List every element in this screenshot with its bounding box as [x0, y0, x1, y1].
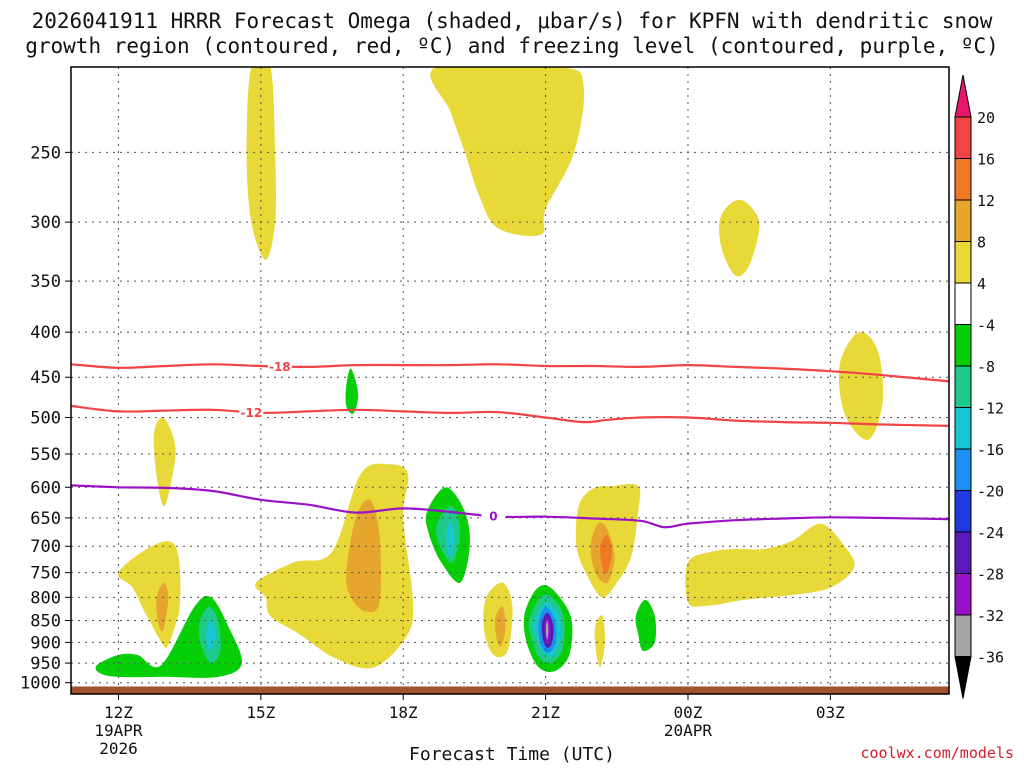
colorbar-band--12-to--8: [954, 365, 972, 408]
y-tick-label-900: 900: [30, 633, 61, 653]
contour-label-0: 0: [489, 510, 497, 524]
y-tick-label-350: 350: [30, 272, 61, 292]
omega-region-37: [621, 576, 693, 673]
contour-label--18: -18: [269, 360, 291, 374]
x-tick-label-21Z: 21Z: [531, 703, 560, 722]
colorbar-label-16: 16: [977, 151, 995, 169]
omega-region-36: [545, 621, 549, 640]
colorbar-label--24: -24: [977, 524, 1004, 542]
colorbar-band--16-to--12: [954, 407, 972, 450]
colorbar-band-16-to-20: [954, 116, 972, 159]
pressure-axis: 2503003504004505005506006507007508008509…: [20, 143, 71, 694]
omega-region-23: [345, 368, 359, 415]
ground-surface: [71, 686, 949, 694]
x-tick-label-03Z: 03Z: [816, 703, 845, 722]
y-tick-label-950: 950: [30, 654, 61, 674]
omega-region-38: [635, 599, 657, 652]
omega-region-13: [600, 535, 612, 574]
colorbar-label--4: -4: [977, 317, 995, 335]
y-tick-label-1000: 1000: [20, 674, 61, 694]
colorbar-band--4-to-4: [954, 282, 972, 325]
colorbar-label-8: 8: [977, 234, 986, 252]
omega-colorbar: 20 16 12 8 4 -4 -8 -12 -16 -20 -24 -28 -32 -36: [954, 74, 1004, 699]
temperature-contours: -18 -12 0: [71, 359, 949, 529]
omega-region-26: [446, 520, 455, 558]
contour--18: [71, 363, 949, 383]
contour--12: [71, 404, 949, 427]
y-tick-label-650: 650: [30, 509, 61, 529]
y-tick-label-850: 850: [30, 612, 61, 632]
omega-region-15: [685, 523, 855, 607]
contour-0: [71, 484, 949, 529]
omega-region-4: [153, 417, 176, 507]
colorbar-band-12-to-16: [954, 158, 972, 201]
colorbar-band--20-to--16: [954, 448, 972, 491]
site-credit[interactable]: coolwx.com/models: [860, 744, 1014, 762]
y-tick-label-600: 600: [30, 478, 61, 498]
colorbar-band-8-to-12: [954, 199, 972, 242]
omega-region-2: [719, 199, 760, 277]
x-tick-label-12Z: 12Z: [104, 703, 133, 722]
x-tick-label-15Z: 15Z: [246, 703, 275, 722]
x-tick-sublabel-20APR: 20APR: [664, 721, 713, 740]
x-tick-label-18Z: 18Z: [389, 703, 418, 722]
omega-region-3: [838, 331, 884, 440]
contour-label-bg--18: [267, 359, 292, 374]
y-tick-label-700: 700: [30, 537, 61, 557]
chart-title-line-2: growth region (contoured, red, ºC) and f…: [25, 34, 999, 58]
omega-region-14: [594, 615, 605, 668]
y-tick-label-300: 300: [30, 213, 61, 233]
colorbar-band--8-to--4: [954, 324, 972, 367]
x-tick-label-00Z: 00Z: [674, 703, 703, 722]
colorbar-label-20: 20: [977, 109, 995, 127]
omega-region-6: [156, 582, 169, 632]
chart-title-line-1: 2026041911 HRRR Forecast Omega (shaded, …: [31, 9, 993, 33]
plot-frame: [70, 66, 950, 695]
colorbar-band--36-to--32: [954, 614, 972, 657]
omega-region-8: [346, 499, 382, 613]
colorbar-label--20: -20: [977, 483, 1004, 501]
y-tick-label-400: 400: [30, 323, 61, 343]
omega-region-27: [512, 284, 566, 412]
omega-region-0: [246, 67, 277, 260]
contour-label--12: -12: [241, 406, 263, 420]
colorbar-label--28: -28: [977, 566, 1004, 584]
y-tick-label-750: 750: [30, 564, 61, 584]
contour-label-bg-0: [481, 509, 506, 524]
y-tick-label-450: 450: [30, 368, 61, 388]
contour-label-bg--12: [239, 405, 264, 420]
colorbar-bottom-arrow: [954, 656, 972, 699]
colorbar-label--8: -8: [977, 358, 995, 376]
colorbar-label-4: 4: [977, 275, 986, 293]
y-tick-label-500: 500: [30, 409, 61, 429]
omega-region-21: [239, 453, 268, 506]
colorbar-label--12: -12: [977, 400, 1004, 418]
colorbar-band--32-to--28: [954, 573, 972, 616]
colorbar-label--16: -16: [977, 441, 1004, 459]
colorbar-label--32: -32: [977, 607, 1004, 625]
colorbar-band--24-to--20: [954, 490, 972, 533]
colorbar-label--36: -36: [977, 649, 1004, 667]
omega-region-10: [495, 606, 506, 647]
x-tick-sublabel-19APR: 19APR: [94, 721, 143, 740]
x-tick-sublabel-2026: 2026: [99, 739, 138, 758]
omega-region-19: [205, 620, 216, 651]
x-axis-title: Forecast Time (UTC): [409, 744, 615, 765]
y-tick-label-550: 550: [30, 445, 61, 465]
colorbar-band--28-to--24: [954, 531, 972, 574]
y-tick-label-250: 250: [30, 143, 61, 163]
omega-shaded-regions: [80, 67, 884, 686]
y-tick-label-800: 800: [30, 588, 61, 608]
colorbar-label-12: 12: [977, 192, 995, 210]
omega-region-28: [680, 302, 696, 342]
colorbar-band-4-to-8: [954, 241, 972, 284]
colorbar-top-arrow: [954, 74, 972, 118]
